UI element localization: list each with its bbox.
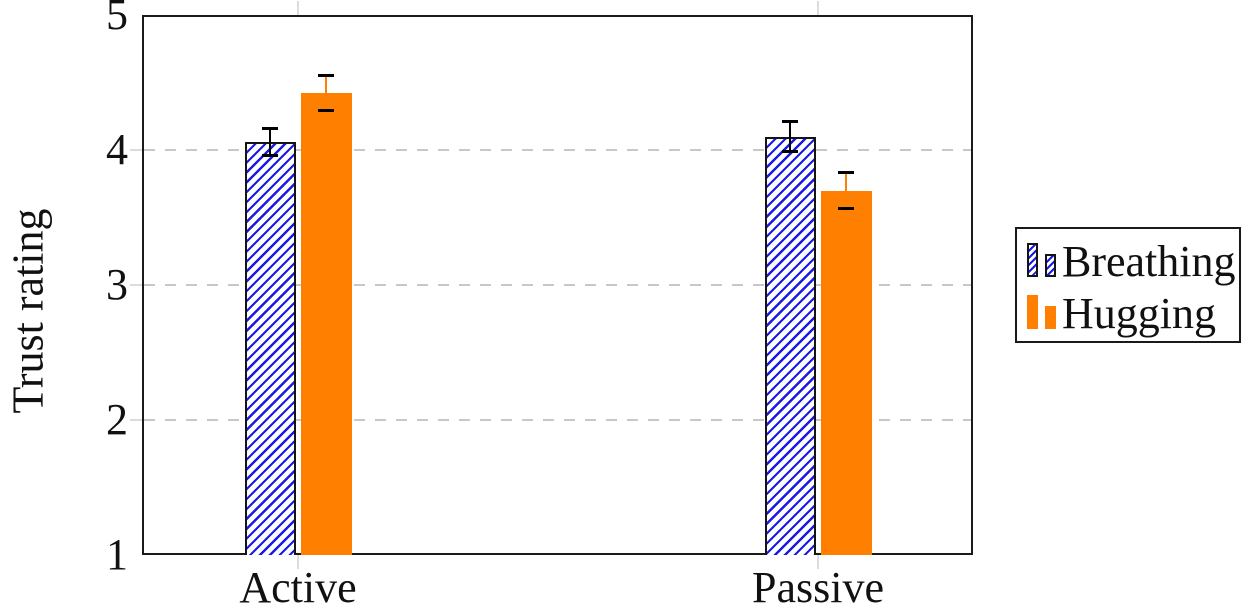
x-category-label-active: Active	[239, 563, 357, 612]
legend-label-breathing: Breathing	[1062, 237, 1236, 286]
hugging-swatch-bar	[1027, 295, 1038, 329]
plot-area	[142, 15, 973, 555]
hugging-swatch-bar	[1045, 306, 1056, 329]
y-tick-label-1: 1	[106, 530, 128, 579]
legend-item-breathing: Breathing	[1027, 234, 1239, 286]
x-category-label-passive: Passive	[752, 563, 884, 612]
y-tick-mark	[130, 284, 142, 286]
y-tick-label-5: 5	[106, 0, 128, 39]
legend: Breathing Hugging	[1015, 227, 1241, 343]
legend-label-hugging: Hugging	[1062, 289, 1216, 338]
legend-item-hugging: Hugging	[1027, 286, 1239, 338]
breathing-swatch-bar	[1045, 254, 1056, 277]
breathing-hatched-swatch	[1027, 243, 1056, 277]
y-axis-title: Trust rating	[3, 208, 53, 414]
y-tick-mark	[130, 419, 142, 421]
x-tick-mark-top-passive	[817, 1, 819, 15]
hugging-solid-swatch	[1027, 295, 1056, 329]
breathing-swatch-bar	[1027, 243, 1038, 277]
x-tick-mark-top-active	[297, 1, 299, 15]
y-tick-label-4: 4	[106, 125, 128, 174]
y-tick-mark	[130, 149, 142, 151]
